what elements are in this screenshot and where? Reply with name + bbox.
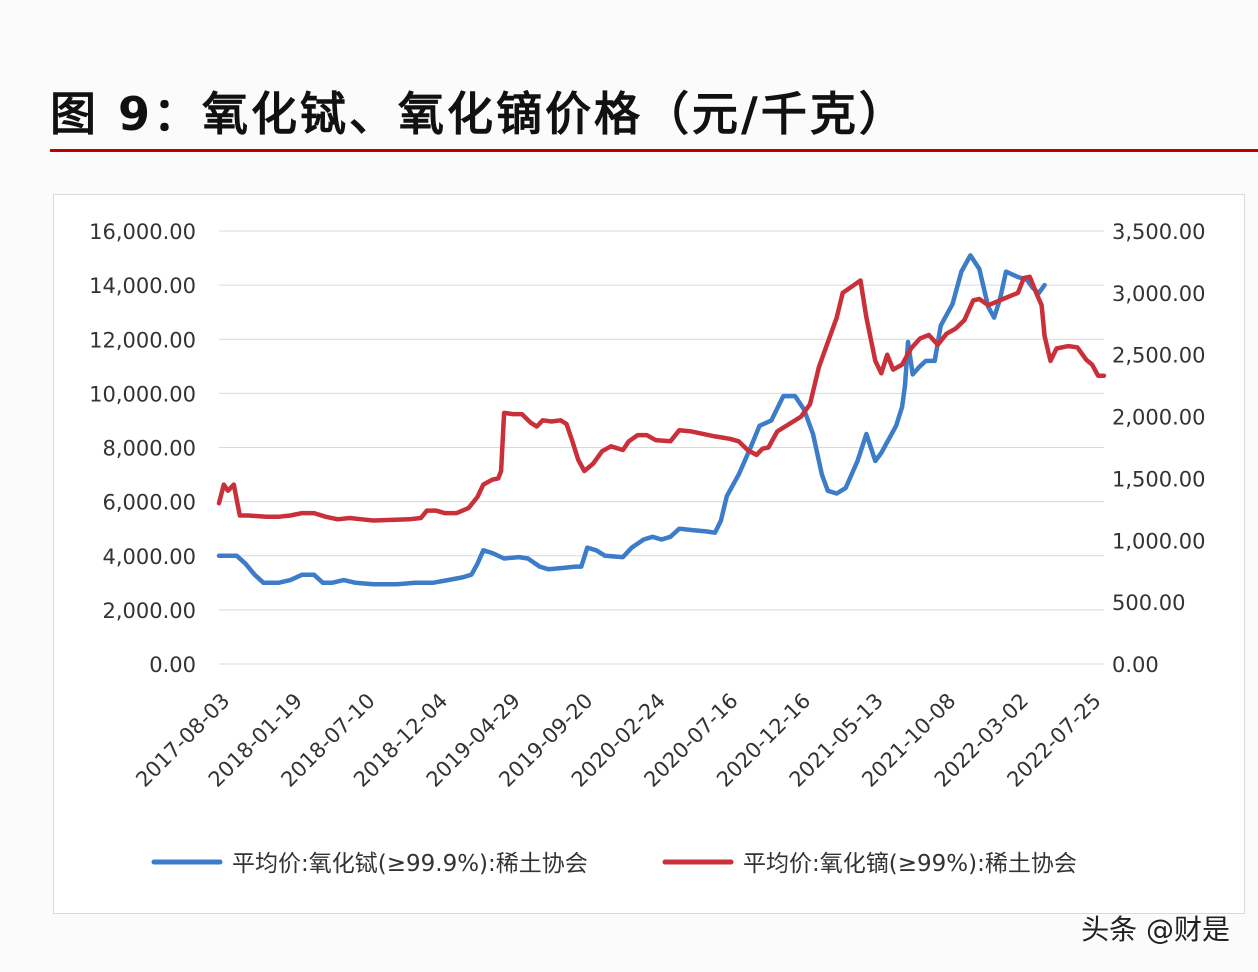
left-axis-tick-label: 16,000.00 xyxy=(89,220,196,244)
title-underline xyxy=(50,149,1258,152)
chart-frame: 0.00 2,000.00 4,000.00 6,000.00 8,000.00 10,0… xyxy=(53,194,1245,914)
left-axis-tick-label: 10,000.00 xyxy=(89,382,196,406)
legend-label-dysprosium: 平均价:氧化镝(≥99%):稀土协会 xyxy=(743,851,1077,877)
figure-title: 图 9：氧化铽、氧化镝价格（元/千克） xyxy=(50,87,908,141)
right-axis-tick-label: 2,000.00 xyxy=(1112,406,1206,430)
left-axis-tick-label: 2,000.00 xyxy=(102,599,196,623)
legend-label-terbium: 平均价:氧化铽(≥99.9%):稀土协会 xyxy=(232,851,588,877)
right-axis-tick-label: 500.00 xyxy=(1112,591,1185,615)
series-line-terbium xyxy=(216,253,1047,587)
left-axis-tick-label: 8,000.00 xyxy=(102,437,196,461)
left-axis-tick-label: 12,000.00 xyxy=(89,328,196,352)
right-axis-tick-label: 0.00 xyxy=(1112,653,1159,677)
right-axis-tick-label: 3,000.00 xyxy=(1112,282,1206,306)
price-line-chart: 0.00 2,000.00 4,000.00 6,000.00 8,000.00 10,0… xyxy=(89,220,1206,877)
left-axis-tick-label: 6,000.00 xyxy=(102,491,196,515)
left-axis-tick-label: 0.00 xyxy=(149,653,196,677)
right-axis-tick-label: 1,000.00 xyxy=(1112,529,1206,553)
right-axis-tick-label: 2,500.00 xyxy=(1112,344,1206,368)
right-axis-tick-label: 1,500.00 xyxy=(1112,467,1206,491)
series-line-dysprosium xyxy=(216,274,1107,523)
left-axis-tick-label: 14,000.00 xyxy=(89,274,196,298)
left-axis-tick-label: 4,000.00 xyxy=(102,545,196,569)
watermark-text: 头条 @财是 xyxy=(1081,913,1230,946)
right-axis-tick-label: 3,500.00 xyxy=(1112,220,1206,244)
